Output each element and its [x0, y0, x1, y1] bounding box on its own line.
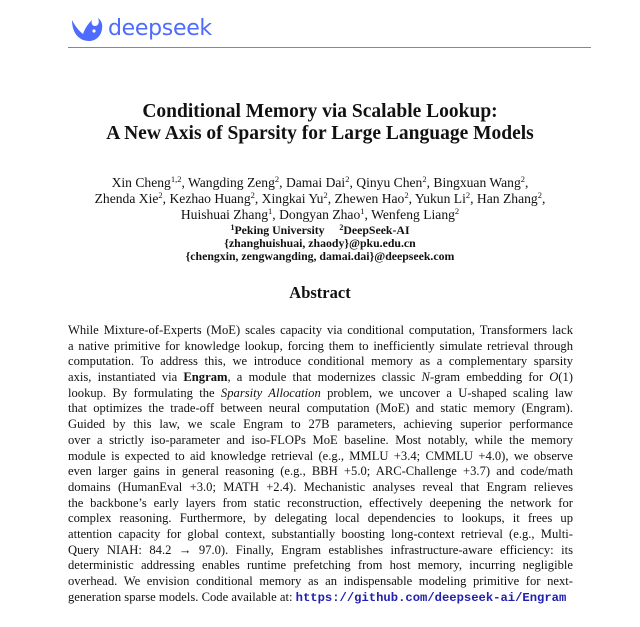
abstract-text: generation sparse models. Code available… — [68, 589, 296, 604]
code-link[interactable]: https://github.com/deepseek-ai/Engram — [295, 590, 567, 605]
affiliation-line: 1Peking University 2DeepSeek-AI — [0, 222, 640, 237]
author-affiliation-mark: 1,2 — [170, 174, 182, 185]
abstract-line: overhead. We envision conditional memory… — [68, 574, 573, 590]
author-name: Xingkai Yu — [261, 191, 324, 206]
abstract-text: that optimizes the trade-off between neu… — [68, 401, 573, 416]
author-name: Xin Cheng — [111, 175, 171, 190]
aff-mark: 2 — [339, 222, 344, 232]
abstract-line: lookup. By formulating the Sparsity Allo… — [68, 386, 573, 402]
author-name: Bingxuan Wang — [433, 175, 521, 190]
abstract-line: generation sparse models. Code available… — [68, 590, 573, 606]
abstract-text: Engram — [183, 370, 228, 385]
author-affiliation-mark: 2 — [345, 174, 350, 185]
abstract-text: complex reasoning. Furthermore, by deleg… — [68, 511, 573, 526]
author-affiliation-mark: 2 — [274, 174, 280, 185]
author-line: Huishuai Zhang1, Dongyan Zhao1, Wenfeng … — [180, 206, 460, 222]
abstract-text: even larger gains in general reasoning (… — [68, 464, 573, 479]
abstract-line: over a strictly iso-parameter and iso-FL… — [68, 433, 573, 449]
header-rule — [68, 47, 591, 48]
email-1: {zhanghuishuai, zhaody}@pku.edu.cn — [224, 236, 416, 250]
author-name: Han Zhang — [476, 191, 538, 206]
abstract-text: Sparsity Allocation — [220, 385, 321, 400]
author-affiliation-mark: 2 — [465, 190, 471, 201]
abstract-text: (1) — [558, 370, 573, 385]
author-name: Qinyu Chen — [356, 175, 423, 190]
abstract-line: the backbone’s early layers from static … — [68, 496, 573, 512]
author-affiliation-mark: 2 — [323, 190, 328, 201]
aff-mark: 1 — [230, 222, 235, 232]
abstract-text: module is expected to aid knowledge retr… — [68, 448, 573, 463]
abstract-line: that optimizes the trade-off between neu… — [68, 401, 573, 417]
abstract-text: attention capacity for global context, s… — [68, 526, 573, 541]
author-name: Yukun Li — [414, 191, 466, 206]
title-line-1: Conditional Memory via Scalable Lookup: — [142, 101, 498, 122]
author-name: Zhewen Hao — [334, 191, 405, 206]
author-name: Wenfeng Liang — [371, 207, 455, 222]
abstract-line: Query NIAH: 84.2 → 97.0). Finally, Engra… — [68, 543, 573, 559]
abstract-text: Query NIAH: 84.2 → 97.0). Finally, Engra… — [68, 542, 573, 557]
author-name: Damai Dai — [285, 175, 346, 190]
author-line: Zhenda Xie2, Kezhao Huang2, Xingkai Yu2,… — [94, 190, 546, 206]
author-name: Wangding Zeng — [188, 175, 275, 190]
whale-icon — [72, 18, 103, 41]
author-affiliation-mark: 2 — [158, 190, 163, 201]
abstract-line: attention capacity for global context, s… — [68, 527, 573, 543]
abstract-text: axis, instantiated via — [68, 370, 184, 385]
abstract-line: a native primitive for knowledge lookup,… — [68, 339, 573, 355]
author-name: Huishuai Zhang — [180, 207, 269, 222]
abstract-line: axis, instantiated via Engram, a module … — [68, 370, 573, 386]
author-affiliation-mark: 1 — [360, 206, 365, 217]
abstract-text: N — [421, 370, 430, 385]
abstract-line: computation. To address this, we introdu… — [68, 354, 573, 370]
author-line: Xin Cheng1,2, Wangding Zeng2, Damai Dai2… — [111, 174, 529, 190]
abstract-text: overhead. We envision conditional memory… — [68, 574, 573, 588]
author-name: Zhenda Xie — [94, 191, 159, 206]
title-line-2: A New Axis of Sparsity for Large Languag… — [106, 123, 534, 144]
abstract-text: problem, we uncover a U-shaped scaling l… — [320, 385, 574, 400]
author-affiliation-mark: 2 — [537, 190, 542, 201]
abstract-text: Guided by this law, we scale Engram to 2… — [68, 417, 573, 432]
author-list: Xin Cheng1,2, Wangding Zeng2, Damai Dai2… — [0, 175, 640, 223]
email-2: {chengxin, zengwangding, damai.dai}@deep… — [185, 249, 455, 263]
author-affiliation-mark: 2 — [454, 206, 460, 217]
abstract-heading: Abstract — [289, 283, 351, 302]
abstract-text: -gram embedding for — [429, 370, 550, 385]
abstract-text: the backbone’s early layers from static … — [68, 495, 573, 510]
abstract-line: complex reasoning. Furthermore, by deleg… — [68, 511, 573, 527]
author-name: Kezhao Huang — [169, 191, 251, 206]
abstract-text: While Mixture-of-Experts (MoE) scales ca… — [68, 323, 573, 337]
abstract-line: module is expected to aid knowledge retr… — [68, 449, 573, 465]
abstract-text: domains (HumanEval +3.0; MATH +2.4). Mec… — [68, 479, 573, 494]
affiliation-2: DeepSeek-AI — [343, 223, 410, 237]
logo-text: deepseek — [108, 15, 212, 41]
author-affiliation-mark: 2 — [404, 190, 409, 201]
abstract-text: , a module that modernizes classic — [227, 370, 422, 385]
affiliation-1: Peking University — [234, 223, 325, 237]
abstract-text: computation. To address this, we introdu… — [68, 354, 573, 369]
abstract-body: While Mixture-of-Experts (MoE) scales ca… — [68, 323, 573, 605]
abstract-line: Guided by this law, we scale Engram to 2… — [68, 417, 573, 433]
abstract-text: O — [549, 370, 559, 385]
author-affiliation-mark: 2 — [422, 174, 427, 185]
abstract-text: deterministic addressing enables runtime… — [68, 558, 573, 573]
author-affiliation-mark: 2 — [520, 174, 526, 185]
abstract-text: a native primitive for knowledge lookup,… — [68, 338, 573, 353]
author-name: Dongyan Zhao — [279, 207, 361, 222]
abstract-line: While Mixture-of-Experts (MoE) scales ca… — [68, 323, 573, 339]
author-affiliation-mark: 1 — [268, 206, 273, 217]
abstract-text: over a strictly iso-parameter and iso-FL… — [68, 432, 573, 447]
author-affiliation-mark: 2 — [250, 190, 255, 201]
abstract-text: lookup. By formulating the — [68, 385, 221, 400]
abstract-line: deterministic addressing enables runtime… — [68, 558, 573, 574]
paper-title: Conditional Memory via Scalable Lookup: … — [0, 101, 640, 145]
abstract-line: domains (HumanEval +3.0; MATH +2.4). Mec… — [68, 480, 573, 496]
affiliations: 1Peking University 2DeepSeek-AI {zhanghu… — [0, 222, 640, 263]
deepseek-logo: deepseek — [70, 14, 212, 42]
abstract-line: even larger gains in general reasoning (… — [68, 464, 573, 480]
